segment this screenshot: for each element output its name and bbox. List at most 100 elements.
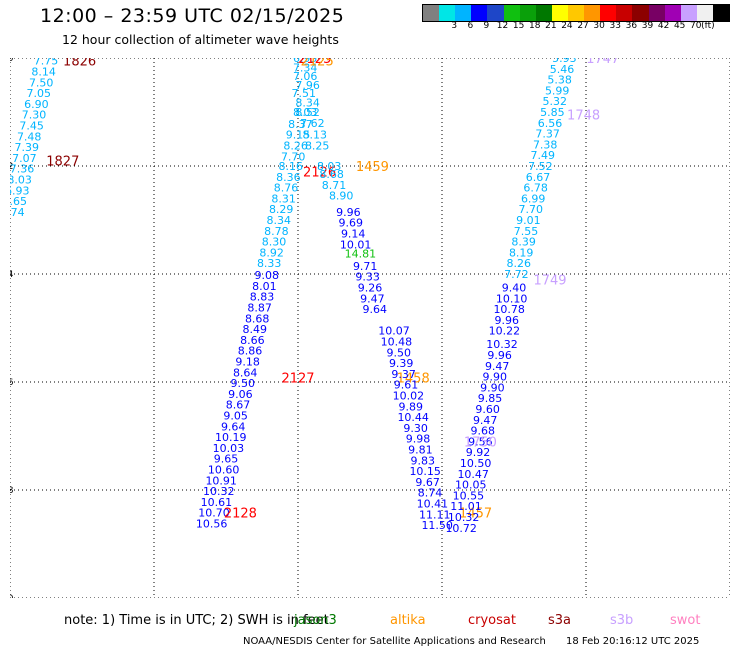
wave-height-value: 7.30 <box>22 109 47 122</box>
wave-height-value: 9.96 <box>487 349 512 362</box>
pass-time-label: 1748 <box>567 109 600 124</box>
wave-height-value: 8.29 <box>269 203 294 216</box>
wave-height-value: 7.65 <box>10 195 27 208</box>
wave-height-value: 8.34 <box>295 96 320 109</box>
wave-height-value: 8.76 <box>274 182 299 195</box>
wave-height-value: 8.26 <box>507 257 532 270</box>
legend-swatch <box>471 5 488 21</box>
legend-label: 18 <box>529 21 541 31</box>
wave-height-value: 7.39 <box>15 141 40 154</box>
wave-height-value: 9.71 <box>353 260 378 273</box>
wave-height-value: 8.90 <box>329 190 354 203</box>
legend-swatch <box>519 5 536 21</box>
wave-height-value: 9.47 <box>473 414 498 427</box>
wave-height-value: 8.87 <box>247 301 272 314</box>
satellite-label-s3a: s3a <box>548 613 572 628</box>
wave-height-value: 7.75 <box>34 58 59 68</box>
wave-height-value: 8.19 <box>509 246 534 259</box>
legend-swatch <box>535 5 552 21</box>
wave-height-value: 9.89 <box>399 400 424 413</box>
wave-height-value: 11.50 <box>421 519 453 532</box>
wave-height-value: 5.38 <box>547 74 572 87</box>
wave-height-value: 10.91 <box>205 474 237 487</box>
wave-height-value: 9.01 <box>516 214 541 227</box>
satellite-label-jason3: jason3 <box>294 613 337 628</box>
satellite-label-s3b: s3b <box>610 613 634 628</box>
wave-height-value: 8.68 <box>245 312 270 325</box>
wave-height-value: 7.05 <box>27 87 52 100</box>
legend-swatch <box>423 5 440 21</box>
wave-height-value: 9.39 <box>389 357 414 370</box>
note-text: note: 1) Time is in UTC; 2) SWH is in fe… <box>64 613 329 628</box>
wave-height-value: 6.99 <box>521 192 546 205</box>
wave-height-value: 10.07 <box>378 325 410 338</box>
wave-height-value: 7.36 <box>10 163 34 176</box>
wave-height-value: 10.02 <box>393 390 425 403</box>
wave-height-value: 8.25 <box>305 139 330 152</box>
wave-height-value: 8.37 <box>288 118 313 131</box>
legend-label: 30 <box>593 21 605 31</box>
wave-height-value: 8.03 <box>10 174 32 187</box>
wave-height-value: 9.69 <box>339 217 364 230</box>
pass-time-label: 2127 <box>281 372 314 387</box>
wave-height-value: 7.62 <box>300 117 325 130</box>
wave-height-value: 9.37 <box>391 368 416 381</box>
pass-time-label: 1750 <box>464 435 497 450</box>
legend-swatch <box>551 5 568 21</box>
wave-height-value: 9.64 <box>221 420 246 433</box>
wave-height-value: 9.15 <box>286 129 311 142</box>
legend-label: 3 <box>451 21 458 31</box>
wave-height-value: 10.05 <box>455 479 487 492</box>
pass-time-label: 1459 <box>356 160 389 175</box>
wave-height-value: 9.65 <box>214 453 239 466</box>
wave-height-value: 10.48 <box>381 336 413 349</box>
legend-label: 45 <box>673 21 686 31</box>
legend-label: 24 <box>561 21 573 31</box>
wave-height-value: 8.78 <box>264 225 289 238</box>
wave-height-value: 9.47 <box>360 292 385 305</box>
pass-time-label: 2126 <box>303 165 336 180</box>
wave-height-value: 10.01 <box>340 238 372 251</box>
y-tick-label: 48 <box>10 486 14 496</box>
chart-title: 12:00 – 23:59 UTC 02/15/2025 <box>40 5 345 27</box>
wave-height-value: 9.47 <box>485 360 510 373</box>
wave-height-value: 10.47 <box>457 468 489 481</box>
satellite-label-cryosat: cryosat <box>468 613 516 628</box>
wave-height-value: 7.52 <box>528 160 553 173</box>
footer-timestamp: 18 Feb 20:16:12 UTC 2025 <box>566 636 700 647</box>
pass-time-label: 2125 <box>298 58 331 67</box>
wave-height-value: 6.93 <box>10 184 29 197</box>
legend-label: 70 <box>690 21 702 31</box>
pass-time-label: 1747 <box>586 58 619 67</box>
legend-label: (ft) <box>701 21 715 31</box>
wave-height-value: 7.96 <box>295 79 320 92</box>
wave-height-value: 7.51 <box>292 87 317 100</box>
satellite-label-altika: altika <box>390 613 426 628</box>
wave-height-value: 9.96 <box>495 314 520 327</box>
legend-swatch <box>584 5 601 21</box>
legend-swatch <box>439 5 456 21</box>
wave-height-value: 8.66 <box>240 334 265 347</box>
legend-label: 21 <box>545 21 557 31</box>
wave-height-value: 8.39 <box>511 236 536 249</box>
wave-height-value: 10.78 <box>493 303 525 316</box>
wave-height-value: 10.60 <box>208 463 240 476</box>
legend-swatch <box>567 5 585 21</box>
wave-height-value: 5.93 <box>552 58 577 65</box>
wave-height-value: 10.56 <box>196 517 228 530</box>
wave-height-value: 8.31 <box>271 192 296 205</box>
wave-height-value: 8.13 <box>303 129 328 142</box>
wave-height-value: 10.32 <box>203 485 235 498</box>
wave-height-value: 7.55 <box>514 225 539 238</box>
wave-height-value: 10.32 <box>486 338 518 351</box>
wave-height-value: 9.83 <box>411 454 436 467</box>
wave-height-value: 9.14 <box>341 228 366 241</box>
pass-time-label: 1458 <box>397 372 430 387</box>
wave-height-value: 9.56 <box>468 435 493 448</box>
legend-swatch <box>664 5 681 21</box>
wave-height-value: 9.96 <box>336 206 361 219</box>
wave-height-value: 10.72 <box>445 522 477 535</box>
legend-swatch <box>487 5 504 21</box>
legend-swatch <box>455 5 472 21</box>
wave-height-value: 7.34 <box>293 62 318 75</box>
